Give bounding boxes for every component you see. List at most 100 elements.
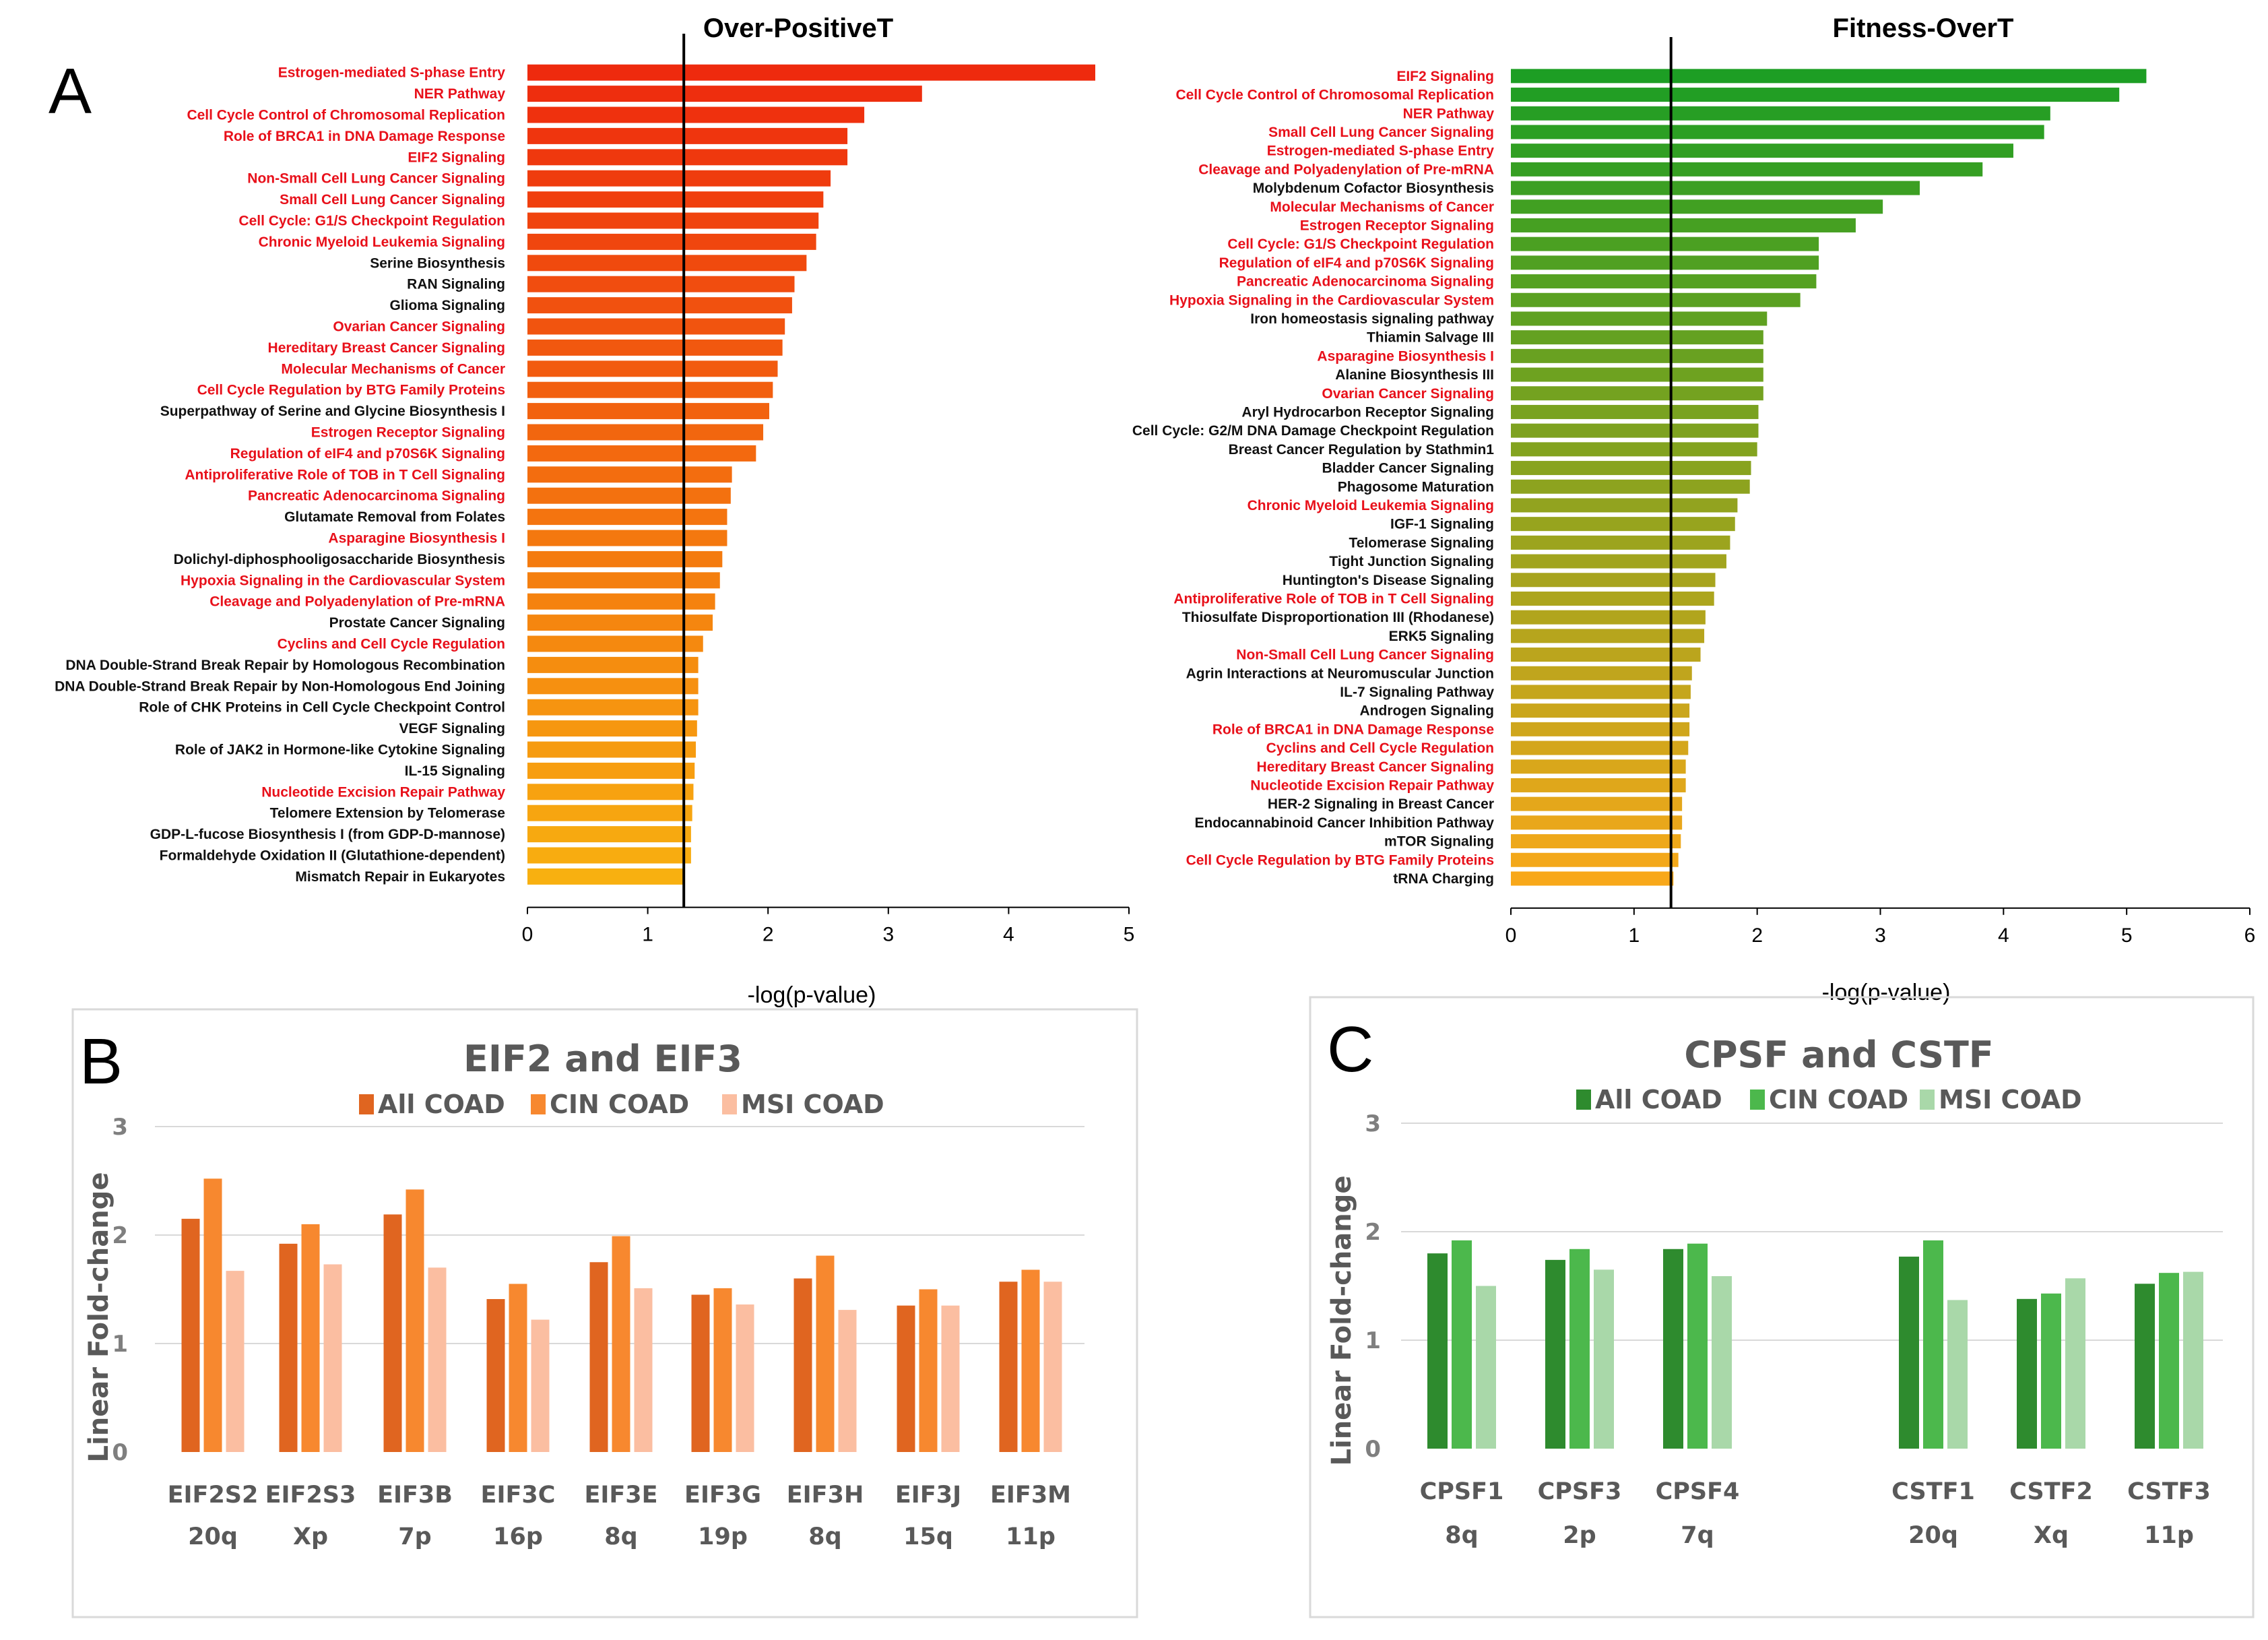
category-sublabel: 8q [808,1523,841,1550]
legend-swatch [359,1094,374,1114]
bar [736,1304,754,1452]
y-tick-label: 2 [112,1222,128,1249]
bar [1511,778,1686,792]
category-sublabel: 20q [188,1523,238,1550]
bar [527,255,807,272]
category-label: CSTF3 [2127,1478,2211,1505]
bar [527,276,795,292]
legend-swatch [1750,1090,1765,1110]
bar [1511,255,1819,270]
category-label: EIF3J [895,1482,961,1509]
category-sublabel: 20q [1908,1522,1958,1549]
category-label: EIF3C [481,1482,556,1509]
bar [1511,722,1690,736]
bar [2041,1293,2061,1449]
term-label: Telomere Extension by Telomerase [270,806,505,821]
bar [527,868,684,885]
x-axis-label: -log(p-value) [748,982,876,1008]
x-tick-label: 0 [522,924,533,946]
bar [2135,1284,2155,1449]
bar [634,1288,653,1452]
legend-label: All COAD [1595,1085,1722,1114]
bar [1511,292,1801,307]
bar [1511,834,1681,849]
term-label: Estrogen Receptor Signaling [1300,218,1494,233]
y-tick-label: 2 [1365,1219,1381,1246]
term-label: ERK5 Signaling [1389,629,1494,644]
term-label: IGF-1 Signaling [1390,517,1494,532]
bar [527,487,731,504]
bar [527,445,756,462]
term-label: Huntington's Disease Signaling [1283,573,1494,588]
bar [1511,573,1716,588]
bar [527,530,727,546]
category-label: EIF3G [684,1482,761,1509]
bar [1511,461,1751,476]
bar [1511,535,1730,550]
term-label: Cleavage and Polyadenylation of Pre-mRNA [1198,162,1494,177]
bar [203,1178,222,1452]
bar [1712,1276,1732,1449]
bar [1427,1253,1448,1449]
term-label: Asparagine Biosynthesis I [328,531,505,546]
x-tick-label: 1 [1628,924,1640,947]
term-label: HER-2 Signaling in Breast Cancer [1268,796,1494,812]
bar [1511,554,1726,569]
bar [527,403,769,420]
bar [527,678,699,695]
bar [2017,1298,2037,1449]
bar [527,762,695,779]
bar [1511,311,1768,326]
category-label: EIF3M [990,1482,1071,1509]
bar [1511,479,1750,494]
category-sublabel: 8q [604,1523,637,1550]
bar [2183,1271,2203,1449]
term-label: Antiproliferative Role of TOB in T Cell … [185,467,505,482]
bar [226,1271,245,1452]
x-tick-label: 4 [1998,924,2009,947]
bar [1452,1240,1472,1449]
legend-label: All COAD [378,1090,505,1119]
term-label: Alanine Biosynthesis III [1335,367,1494,383]
bar [301,1224,320,1452]
term-label: IL-15 Signaling [405,763,505,779]
term-label: Non-Small Cell Lung Cancer Signaling [247,171,505,187]
bar [999,1282,1018,1452]
x-tick-label: 4 [1003,924,1014,946]
bar [1663,1249,1683,1449]
bar [941,1305,960,1452]
category-label: EIF3B [377,1482,453,1509]
bar [527,170,831,187]
category-sublabel: 11p [2144,1522,2194,1549]
bar [691,1294,710,1452]
term-label: NER Pathway [414,86,506,102]
bar [2065,1278,2085,1449]
bar [1569,1249,1590,1449]
bar [1511,386,1763,401]
term-label: Tight Junction Signaling [1329,554,1494,569]
term-label: Antiproliferative Role of TOB in T Cell … [1173,591,1494,606]
bar [1511,330,1763,345]
chart-cpsf-cstf: CPSF and CSTF Linear Fold-change All COA… [1326,1034,2223,1549]
category-label: EIF2S2 [168,1482,259,1509]
bar [527,699,699,716]
term-label: Cyclins and Cell Cycle Regulation [278,637,505,652]
x-tick-label: 3 [882,924,894,946]
term-label: NER Pathway [1403,106,1495,121]
panel-label-b: B [79,1026,123,1098]
bar [1511,348,1763,363]
term-label: Mismatch Repair in Eukaryotes [295,869,505,885]
term-label: Thiamin Salvage III [1367,330,1494,346]
bar [1511,274,1817,289]
x-tick-label: 5 [2121,924,2133,947]
x-tick-label: 0 [1505,924,1517,947]
term-label: Estrogen-mediated S-phase Entry [1267,144,1495,159]
bar [1043,1282,1062,1452]
bar [486,1298,505,1452]
bar [1021,1269,1040,1452]
y-tick-label: 0 [1365,1436,1381,1463]
category-sublabel: 2p [1563,1522,1596,1549]
chart-title: Fitness-OverT [1833,13,2014,43]
bar [1511,629,1705,643]
y-tick-label: 1 [1365,1327,1381,1354]
